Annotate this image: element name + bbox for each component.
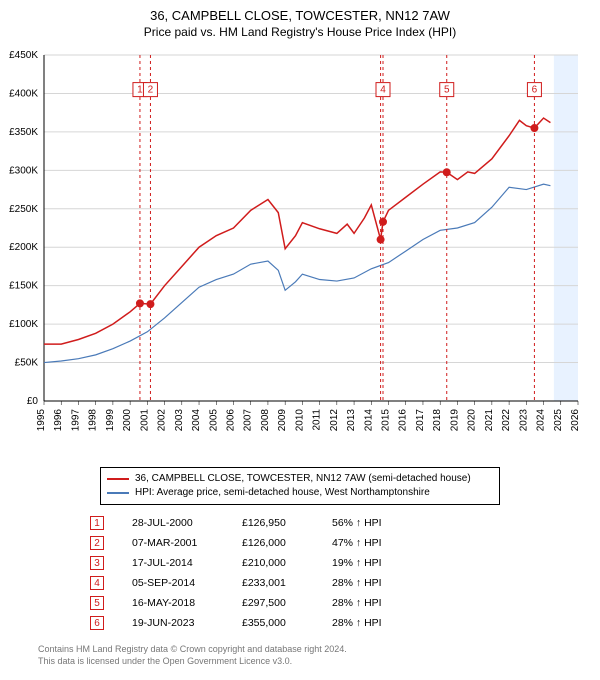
- table-row: 5 16-MAY-2018£297,50028% ↑ HPI: [90, 593, 510, 613]
- svg-text:2020: 2020: [467, 409, 478, 432]
- tx-marker-box: 5: [90, 596, 104, 610]
- tx-marker-box: 3: [90, 556, 104, 570]
- svg-text:2006: 2006: [225, 409, 236, 432]
- tx-pct-vs-hpi: 56% ↑ HPI: [332, 517, 422, 529]
- svg-text:2013: 2013: [346, 409, 357, 432]
- tx-price: £126,000: [242, 537, 332, 549]
- svg-text:2004: 2004: [191, 409, 202, 432]
- svg-text:2012: 2012: [329, 409, 340, 432]
- tx-price: £210,000: [242, 557, 332, 569]
- svg-text:£100K: £100K: [9, 319, 38, 330]
- legend-label: HPI: Average price, semi-detached house,…: [135, 486, 430, 500]
- tx-pct-vs-hpi: 19% ↑ HPI: [332, 557, 422, 569]
- svg-text:2008: 2008: [260, 409, 271, 432]
- svg-text:2007: 2007: [243, 409, 254, 432]
- tx-price: £126,950: [242, 517, 332, 529]
- tx-pct-vs-hpi: 28% ↑ HPI: [332, 577, 422, 589]
- svg-text:£450K: £450K: [9, 50, 38, 61]
- svg-text:1: 1: [137, 85, 143, 96]
- svg-text:2009: 2009: [277, 409, 288, 432]
- svg-text:1996: 1996: [53, 409, 64, 432]
- page-title: 36, CAMPBELL CLOSE, TOWCESTER, NN12 7AW: [10, 8, 590, 23]
- tx-pct-vs-hpi: 28% ↑ HPI: [332, 597, 422, 609]
- svg-text:2025: 2025: [553, 409, 564, 432]
- table-row: 2 07-MAR-2001£126,00047% ↑ HPI: [90, 533, 510, 553]
- footer-note: Contains HM Land Registry data © Crown c…: [38, 643, 518, 667]
- tx-pct-vs-hpi: 28% ↑ HPI: [332, 617, 422, 629]
- svg-text:6: 6: [532, 85, 538, 96]
- table-row: 6 19-JUN-2023£355,00028% ↑ HPI: [90, 613, 510, 633]
- svg-text:£400K: £400K: [9, 88, 38, 99]
- transactions-table: 1 28-JUL-2000£126,95056% ↑ HPI 2 07-MAR-200…: [90, 513, 510, 633]
- svg-text:2024: 2024: [536, 409, 547, 432]
- footer-line-2: This data is licensed under the Open Gov…: [38, 655, 518, 667]
- svg-text:£0: £0: [27, 396, 39, 407]
- svg-text:2000: 2000: [122, 409, 133, 432]
- svg-text:£350K: £350K: [9, 127, 38, 138]
- legend-swatch: [107, 492, 129, 494]
- svg-text:1998: 1998: [88, 409, 99, 432]
- tx-date: 19-JUN-2023: [132, 617, 242, 629]
- legend-row: HPI: Average price, semi-detached house,…: [107, 486, 493, 500]
- svg-text:2: 2: [148, 85, 154, 96]
- tx-marker-box: 4: [90, 576, 104, 590]
- footer-line-1: Contains HM Land Registry data © Crown c…: [38, 643, 518, 655]
- svg-text:2015: 2015: [381, 409, 392, 432]
- tx-price: £297,500: [242, 597, 332, 609]
- svg-text:2010: 2010: [294, 409, 305, 432]
- svg-text:£250K: £250K: [9, 204, 38, 215]
- tx-marker-box: 6: [90, 616, 104, 630]
- svg-text:2005: 2005: [208, 409, 219, 432]
- svg-text:2017: 2017: [415, 409, 426, 432]
- svg-text:5: 5: [444, 85, 450, 96]
- svg-text:2003: 2003: [174, 409, 185, 432]
- svg-text:£50K: £50K: [15, 358, 39, 369]
- page-subtitle: Price paid vs. HM Land Registry's House …: [10, 25, 590, 39]
- tx-pct-vs-hpi: 47% ↑ HPI: [332, 537, 422, 549]
- tx-price: £355,000: [242, 617, 332, 629]
- table-row: 4 05-SEP-2014£233,00128% ↑ HPI: [90, 573, 510, 593]
- svg-text:2019: 2019: [449, 409, 460, 432]
- svg-text:2011: 2011: [312, 409, 323, 431]
- svg-text:£300K: £300K: [9, 165, 38, 176]
- legend-swatch: [107, 478, 129, 480]
- svg-text:£200K: £200K: [9, 242, 38, 253]
- svg-text:2016: 2016: [398, 409, 409, 432]
- svg-text:1997: 1997: [70, 409, 81, 432]
- svg-text:2026: 2026: [570, 409, 581, 432]
- svg-text:4: 4: [380, 85, 386, 96]
- svg-text:2022: 2022: [501, 409, 512, 432]
- tx-marker-box: 2: [90, 536, 104, 550]
- tx-date: 07-MAR-2001: [132, 537, 242, 549]
- svg-text:2023: 2023: [518, 409, 529, 432]
- svg-text:1999: 1999: [105, 409, 116, 432]
- svg-text:2001: 2001: [139, 409, 150, 432]
- tx-date: 17-JUL-2014: [132, 557, 242, 569]
- svg-text:2018: 2018: [432, 409, 443, 432]
- svg-text:2021: 2021: [484, 409, 495, 432]
- svg-text:2002: 2002: [157, 409, 168, 432]
- tx-date: 16-MAY-2018: [132, 597, 242, 609]
- tx-marker-box: 1: [90, 516, 104, 530]
- svg-text:£150K: £150K: [9, 281, 38, 292]
- tx-date: 05-SEP-2014: [132, 577, 242, 589]
- tx-date: 28-JUL-2000: [132, 517, 242, 529]
- table-row: 3 17-JUL-2014£210,00019% ↑ HPI: [90, 553, 510, 573]
- svg-text:2014: 2014: [363, 409, 374, 432]
- price-chart: £0 £50K £100K £150K £200K £250K £300K £350K £400…: [0, 47, 560, 427]
- tx-price: £233,001: [242, 577, 332, 589]
- svg-text:1995: 1995: [36, 409, 47, 432]
- table-row: 1 28-JUL-2000£126,95056% ↑ HPI: [90, 513, 510, 533]
